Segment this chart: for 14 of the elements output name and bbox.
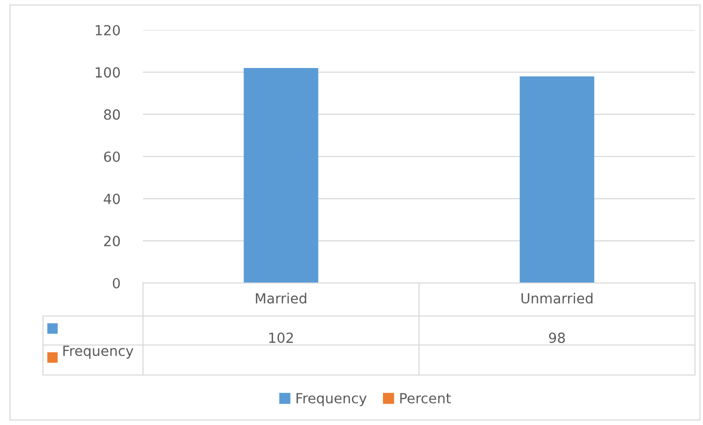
text: Frequency [63, 346, 134, 359]
data-label: 102 [269, 332, 293, 344]
y-tick-label: 20 [104, 236, 120, 246]
y-tick-label: 120 [96, 24, 120, 36]
y-tick-label: 0 [112, 278, 120, 288]
y-tick-label: 40 [104, 194, 120, 204]
y-tick-label: 100 [96, 67, 120, 78]
x-tick-label: Married [256, 292, 306, 304]
legend-label: Frequency [296, 393, 367, 406]
x-tick-label: Unmarried [522, 292, 592, 304]
y-tick-label: 60 [104, 151, 120, 162]
legend-label: Percent [400, 393, 451, 404]
y-tick-label: 80 [104, 109, 120, 120]
data-label: 98 [549, 332, 565, 344]
